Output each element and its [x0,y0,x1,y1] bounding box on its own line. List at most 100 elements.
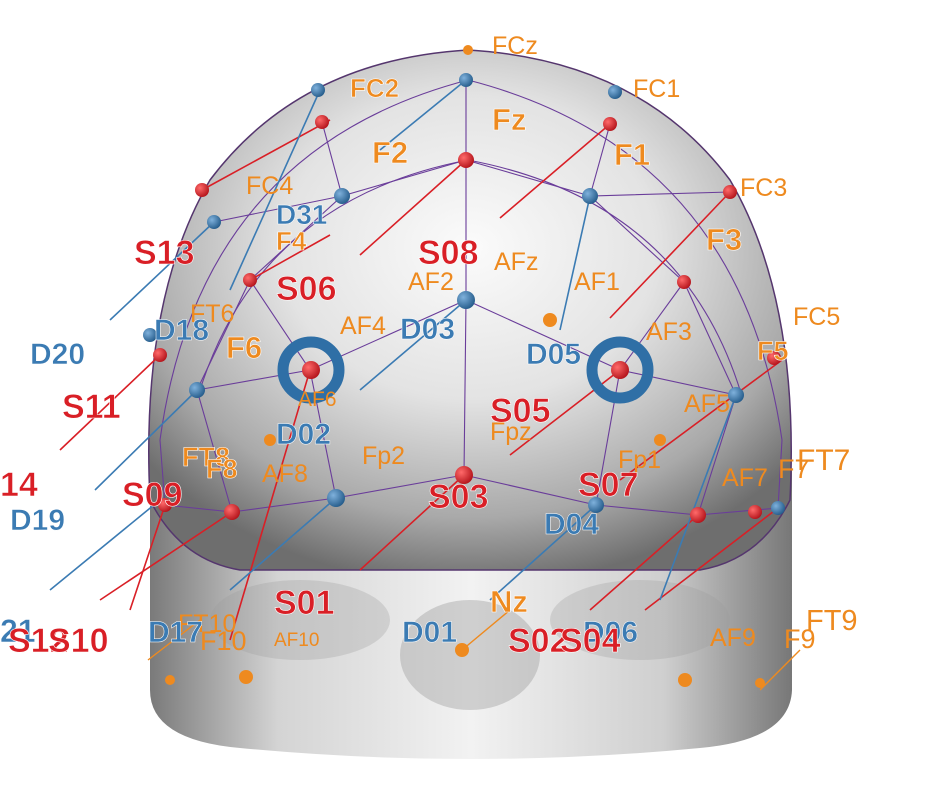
label-F2: F2 [372,135,408,170]
eeg-marker [264,434,276,446]
label-Fp2: Fp2 [362,442,405,470]
highlight-ring-right [586,336,654,404]
label-S08: S08 [418,234,479,272]
label-S01: S01 [274,584,335,622]
detector-marker [582,188,598,204]
eeg-marker [755,678,765,688]
ray-s10 [129,504,166,611]
label-D17: D17 [148,616,203,649]
source-markers [153,115,781,523]
label-AF2: AF2 [408,268,454,296]
label-Fpz: Fpz [490,418,532,446]
source-marker [677,275,691,289]
label-D21: 21 [0,613,36,649]
detector-marker [588,497,604,513]
label-FT7: FT7 [797,444,850,477]
label-AF1: AF1 [574,268,620,296]
ray-s11 [59,354,161,451]
highlight-ring-left [277,336,345,404]
detector-marker [457,291,475,309]
eeg-marker [543,313,557,327]
ray-d19 [94,389,198,491]
eeg-marker [463,45,473,55]
label-AF8: AF8 [262,460,308,488]
label-AF9: AF9 [710,624,756,652]
label-Nz: Nz [490,584,528,619]
ray-ft9 [759,649,801,691]
ray-s07 [589,514,699,611]
label-S10: S10 [48,622,109,660]
label-FCz: FCz [492,32,538,60]
detector-marker [771,501,785,515]
ray-d06 [659,394,737,601]
ray-f1 [499,123,611,219]
ray-d03 [359,299,467,391]
source-marker [723,185,737,199]
label-D20: D20 [30,338,85,371]
label-S13: S13 [134,234,195,272]
label-F5: F5 [757,336,789,366]
ray-s08 [359,159,467,256]
detector-marker [327,489,345,507]
label-FC2: FC2 [350,73,399,103]
label-FT10: FT10 [178,610,236,638]
label-FT9: FT9 [806,605,858,637]
projection-rays [49,79,801,691]
ray-s02 [644,507,779,611]
label-AF4: AF4 [340,312,386,340]
eeg-labels: FCz FC2 FC1 Fz F2 F1 FC4 FC3 F4 F3 AF2 A… [178,32,858,656]
ray-s01 [229,369,311,641]
label-D19: D19 [10,504,65,537]
label-FC1: FC1 [633,75,680,103]
detector-marker [143,328,157,342]
detector-marker [728,387,744,403]
label-S07: S07 [578,466,639,504]
label-F1: F1 [614,137,650,172]
detector-markers [143,73,785,515]
detector-marker [189,382,205,398]
ray-f3 [609,191,731,319]
detector-marker [311,83,325,97]
label-FC3: FC3 [740,174,787,202]
label-AF10: AF10 [274,630,319,651]
ray-s09 [99,511,233,601]
label-F7: F7 [778,454,810,484]
eye-socket-right-shadow [550,580,730,660]
label-AFz: AFz [494,248,538,276]
label-S02: S02 [508,622,569,660]
label-F6: F6 [226,330,262,365]
ray-nz [461,609,511,651]
head-model [148,49,792,759]
label-F3: F3 [706,222,742,257]
label-AF6: AF6 [298,388,337,411]
source-marker [315,115,329,129]
source-marker [455,466,473,484]
eeg-marker [165,675,175,685]
label-D03: D03 [400,313,455,346]
label-D05: D05 [526,338,581,371]
source-marker [195,183,209,197]
label-S05: S05 [490,392,551,430]
label-AF5: AF5 [684,390,730,418]
label-F10: F10 [200,626,247,656]
ray-s06 [249,234,331,281]
label-D18: D18 [154,314,209,347]
label-S14: 14 [0,466,38,504]
source-marker [603,117,617,131]
label-D04: D04 [544,508,599,541]
ray-fc [379,79,467,151]
source-marker [458,152,474,168]
label-D02: D02 [276,418,331,451]
label-FT6: FT6 [190,300,234,328]
nose-shadow [400,600,540,710]
label-S06: S06 [276,270,337,308]
source-marker [224,504,240,520]
label-FC4: FC4 [246,172,293,200]
label-Fp1: Fp1 [618,446,661,474]
detector-marker [207,215,221,229]
eeg-marker [678,673,692,687]
detector-marker [459,73,473,87]
ray-s13 [201,119,331,191]
label-AF3: AF3 [646,318,692,346]
